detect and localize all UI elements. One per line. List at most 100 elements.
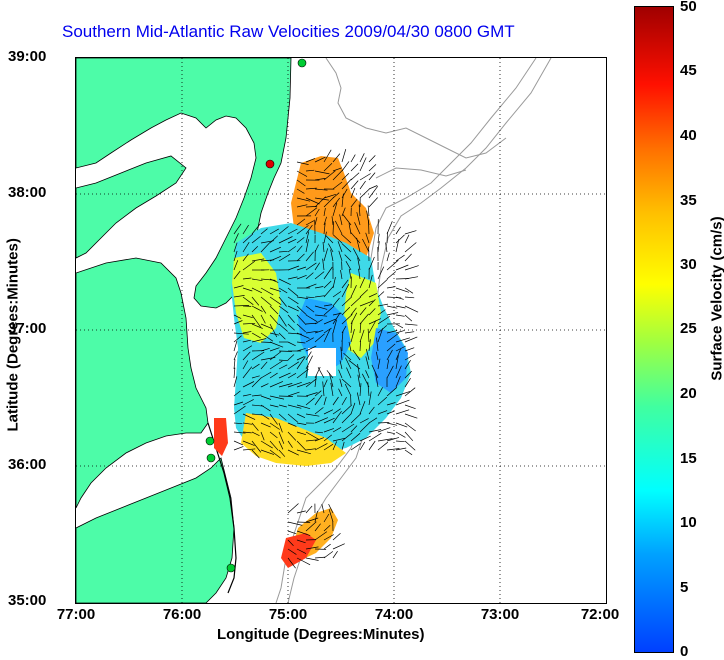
velocity-vector: [333, 533, 341, 540]
velocity-vector: [405, 432, 413, 441]
lon-tick: 74:00: [375, 606, 413, 623]
velocity-vector: [396, 288, 409, 292]
station-marker: [266, 160, 274, 168]
velocity-vector: [396, 330, 405, 333]
colorbar-tick: 5: [680, 579, 688, 596]
y-axis-label: Latitude (Degrees:Minutes): [5, 242, 22, 432]
velocity-vector: [351, 173, 359, 180]
velocity-vector: [396, 410, 409, 414]
velocity-vector: [324, 544, 331, 549]
velocity-vector: [387, 432, 395, 434]
velocity-vector: [387, 232, 388, 243]
lon-tick: 72:00: [581, 606, 619, 623]
velocity-vector: [405, 306, 418, 312]
velocity-vector: [360, 189, 370, 198]
velocity-vector: [405, 450, 412, 455]
velocity-vector: [234, 341, 237, 351]
velocity-vector: [234, 359, 235, 369]
velocity-vector: [405, 277, 418, 279]
velocity-vector: [279, 396, 293, 397]
velocity-vector: [405, 388, 415, 396]
velocity-vector: [306, 558, 319, 561]
velocity-vector: [333, 551, 338, 558]
velocity-vector: [324, 551, 333, 558]
colorbar-tick: 40: [680, 127, 697, 144]
map-plot-area[interactable]: [75, 57, 607, 604]
lon-tick: 76:00: [163, 606, 201, 623]
velocity-vector: [405, 332, 414, 333]
velocity-patch-red-west: [214, 418, 228, 456]
velocity-vector: [369, 164, 376, 171]
velocity-vector: [369, 441, 375, 450]
velocity-vector: [351, 181, 358, 189]
velocity-vector: [351, 164, 358, 171]
velocity-vector: [378, 292, 384, 298]
velocity-vector: [396, 227, 401, 234]
velocity-vector: [387, 260, 398, 270]
lon-tick: 75:00: [269, 606, 307, 623]
velocity-vector: [342, 149, 346, 162]
velocity-vector: [405, 315, 412, 321]
velocity-vector: [387, 313, 398, 316]
colorbar-tick: 45: [680, 62, 697, 79]
velocity-vector: [396, 324, 403, 328]
colorbar: [634, 6, 674, 653]
velocity-vector: [315, 557, 325, 558]
velocity-vector: [234, 446, 243, 450]
velocity-vector: [378, 442, 388, 450]
velocity-vector: [387, 272, 396, 280]
lat-tick: 35:00: [8, 592, 46, 609]
velocity-vector: [387, 253, 389, 261]
station-marker: [227, 564, 235, 572]
data-gap: [308, 348, 336, 376]
velocity-vector: [405, 405, 416, 409]
station-marker: [207, 454, 215, 462]
velocity-vector: [396, 432, 405, 437]
velocity-vector: [396, 235, 405, 243]
lat-tick: 36:00: [8, 456, 46, 473]
lat-tick: 38:00: [8, 184, 46, 201]
lon-tick: 77:00: [57, 606, 95, 623]
velocity-vector: [342, 161, 349, 171]
velocity-vector: [297, 522, 310, 523]
colorbar-tick: 15: [680, 450, 697, 467]
velocity-vector: [369, 433, 381, 441]
velocity-vector: [396, 315, 405, 316]
map-title: Southern Mid-Atlantic Raw Velocities 200…: [62, 22, 515, 42]
map-canvas: [76, 58, 606, 603]
velocity-vector: [405, 337, 417, 342]
colorbar-tick: 20: [680, 385, 697, 402]
velocity-vector: [405, 414, 417, 418]
colorbar-tick: 0: [680, 643, 688, 660]
velocity-vector: [396, 441, 405, 442]
velocity-vector: [405, 254, 412, 261]
velocity-vector: [405, 297, 414, 298]
velocity-vector: [405, 324, 417, 325]
colorbar-tick: 35: [680, 192, 697, 209]
velocity-vector: [288, 522, 302, 525]
velocity-vector: [360, 181, 366, 189]
velocity-vector: [234, 368, 235, 378]
velocity-vector: [405, 288, 413, 293]
velocity-vector: [234, 352, 238, 361]
lon-tick: 73:00: [481, 606, 519, 623]
velocity-vector: [333, 544, 345, 549]
velocity-vector: [387, 306, 397, 308]
colorbar-tick: 50: [680, 0, 697, 15]
station-marker: [298, 59, 306, 67]
velocity-vector: [387, 423, 397, 425]
velocity-vector: [369, 155, 375, 162]
velocity-vector: [396, 297, 404, 299]
velocity-vector: [351, 155, 355, 162]
velocity-vector: [369, 186, 378, 198]
colorbar-tick: 10: [680, 514, 697, 531]
velocity-vector: [405, 441, 415, 450]
land-outer-banks-mainland: [76, 458, 234, 603]
velocity-vector: [369, 198, 378, 208]
colorbar-tick: 25: [680, 320, 697, 337]
velocity-vector: [405, 235, 409, 243]
velocity-vector: [360, 153, 364, 162]
velocity-vector: [396, 306, 406, 308]
lat-tick: 39:00: [8, 48, 46, 65]
velocity-vector: [405, 266, 419, 270]
